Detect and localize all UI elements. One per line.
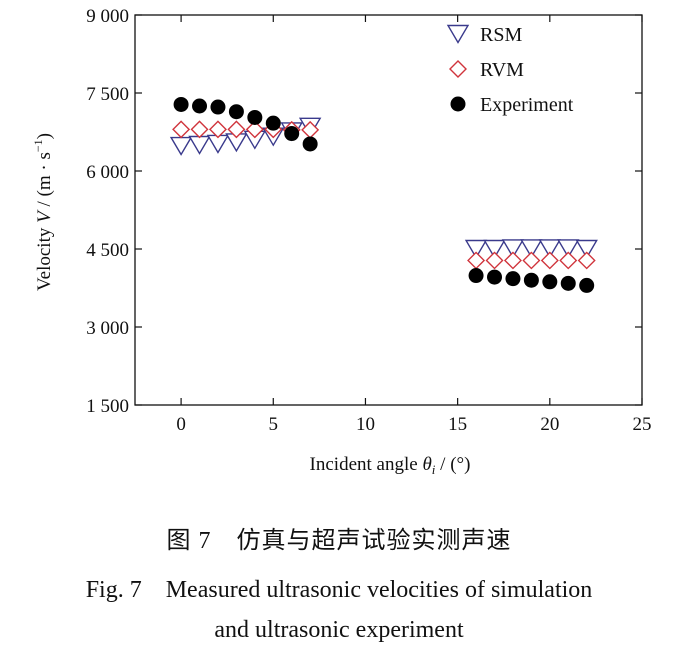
x-tick-label: 25 <box>633 414 652 435</box>
legend: RSM RVM Experiment <box>446 24 574 116</box>
legend-label-experiment: Experiment <box>480 94 574 116</box>
data-point-experiment <box>487 269 503 285</box>
data-point-rsm <box>188 135 211 155</box>
chart: 0 5 10 15 20 25 1 500 3 000 4 500 6 000 7 500 9 000… <box>31 6 652 477</box>
legend-marker-rvm <box>449 60 467 78</box>
y-tick-label: 7 500 <box>86 84 129 105</box>
legend-label-rvm: RVM <box>480 59 524 81</box>
x-tick-label: 5 <box>269 414 279 435</box>
data-point-rsm <box>538 239 562 259</box>
data-point-rsm <box>520 239 543 259</box>
data-point-experiment <box>210 99 226 115</box>
series-rvm <box>172 120 596 270</box>
y-tick-label: 1 500 <box>86 396 129 417</box>
data-point-rvm <box>190 120 209 139</box>
data-point-rvm <box>522 251 541 270</box>
data-point-rsm <box>501 239 525 259</box>
data-point-rsm <box>464 239 488 259</box>
data-marks <box>169 96 598 293</box>
figure-caption-english-line1: Fig. 7 Measured ultrasonic velocities of… <box>85 577 593 603</box>
data-point-rvm <box>172 120 191 139</box>
figure-caption-chinese: 图 7 仿真与超声试验实测声速 <box>166 528 512 554</box>
legend-marker-rsm <box>446 24 470 44</box>
y-tick-label: 6 000 <box>86 162 129 183</box>
data-point-experiment <box>173 96 189 112</box>
series-experiment <box>173 96 595 293</box>
data-point-rsm <box>169 136 193 156</box>
data-point-rsm <box>575 239 598 259</box>
data-point-experiment <box>523 272 539 288</box>
x-axis-label: Incident angle θi / (°) <box>310 454 471 477</box>
data-point-experiment <box>505 271 521 287</box>
data-point-rvm <box>577 251 596 270</box>
data-point-rvm <box>503 251 522 270</box>
data-point-rvm <box>540 251 559 270</box>
data-point-rvm <box>208 120 227 139</box>
x-tick-label: 10 <box>356 414 375 435</box>
data-point-experiment <box>302 136 318 152</box>
data-point-experiment <box>542 274 558 290</box>
data-point-rvm <box>227 120 246 139</box>
data-point-rsm <box>557 239 580 259</box>
x-tick-label: 0 <box>176 414 186 435</box>
data-point-rvm <box>485 251 504 270</box>
data-point-experiment <box>284 126 300 142</box>
x-tick-label: 20 <box>540 414 559 435</box>
data-point-rvm <box>467 251 486 270</box>
data-point-experiment <box>247 109 263 125</box>
y-tick-label: 4 500 <box>86 240 129 261</box>
data-point-experiment <box>192 98 208 114</box>
data-point-experiment <box>560 275 576 291</box>
y-tick-label: 3 000 <box>86 318 129 339</box>
data-point-experiment <box>228 104 244 120</box>
ticks: 0 5 10 15 20 25 1 500 3 000 4 500 6 000 7 500 9 000 <box>86 6 651 435</box>
figure-caption-english-line2: and ultrasonic experiment <box>214 617 464 643</box>
data-point-experiment <box>468 268 484 284</box>
legend-marker-experiment <box>450 96 466 112</box>
data-point-rvm <box>559 251 578 270</box>
x-tick-label: 15 <box>448 414 467 435</box>
data-point-experiment <box>265 115 281 131</box>
y-tick-label: 9 000 <box>86 6 129 27</box>
data-point-rsm <box>483 239 506 259</box>
data-point-experiment <box>579 277 595 293</box>
legend-label-rsm: RSM <box>480 24 522 46</box>
series-rsm <box>169 117 598 259</box>
plot-border <box>134 14 643 406</box>
plot-frame <box>134 14 643 406</box>
y-axis-label: Velocity V / (m · s−1) <box>31 133 55 291</box>
data-point-rvm <box>245 120 264 139</box>
